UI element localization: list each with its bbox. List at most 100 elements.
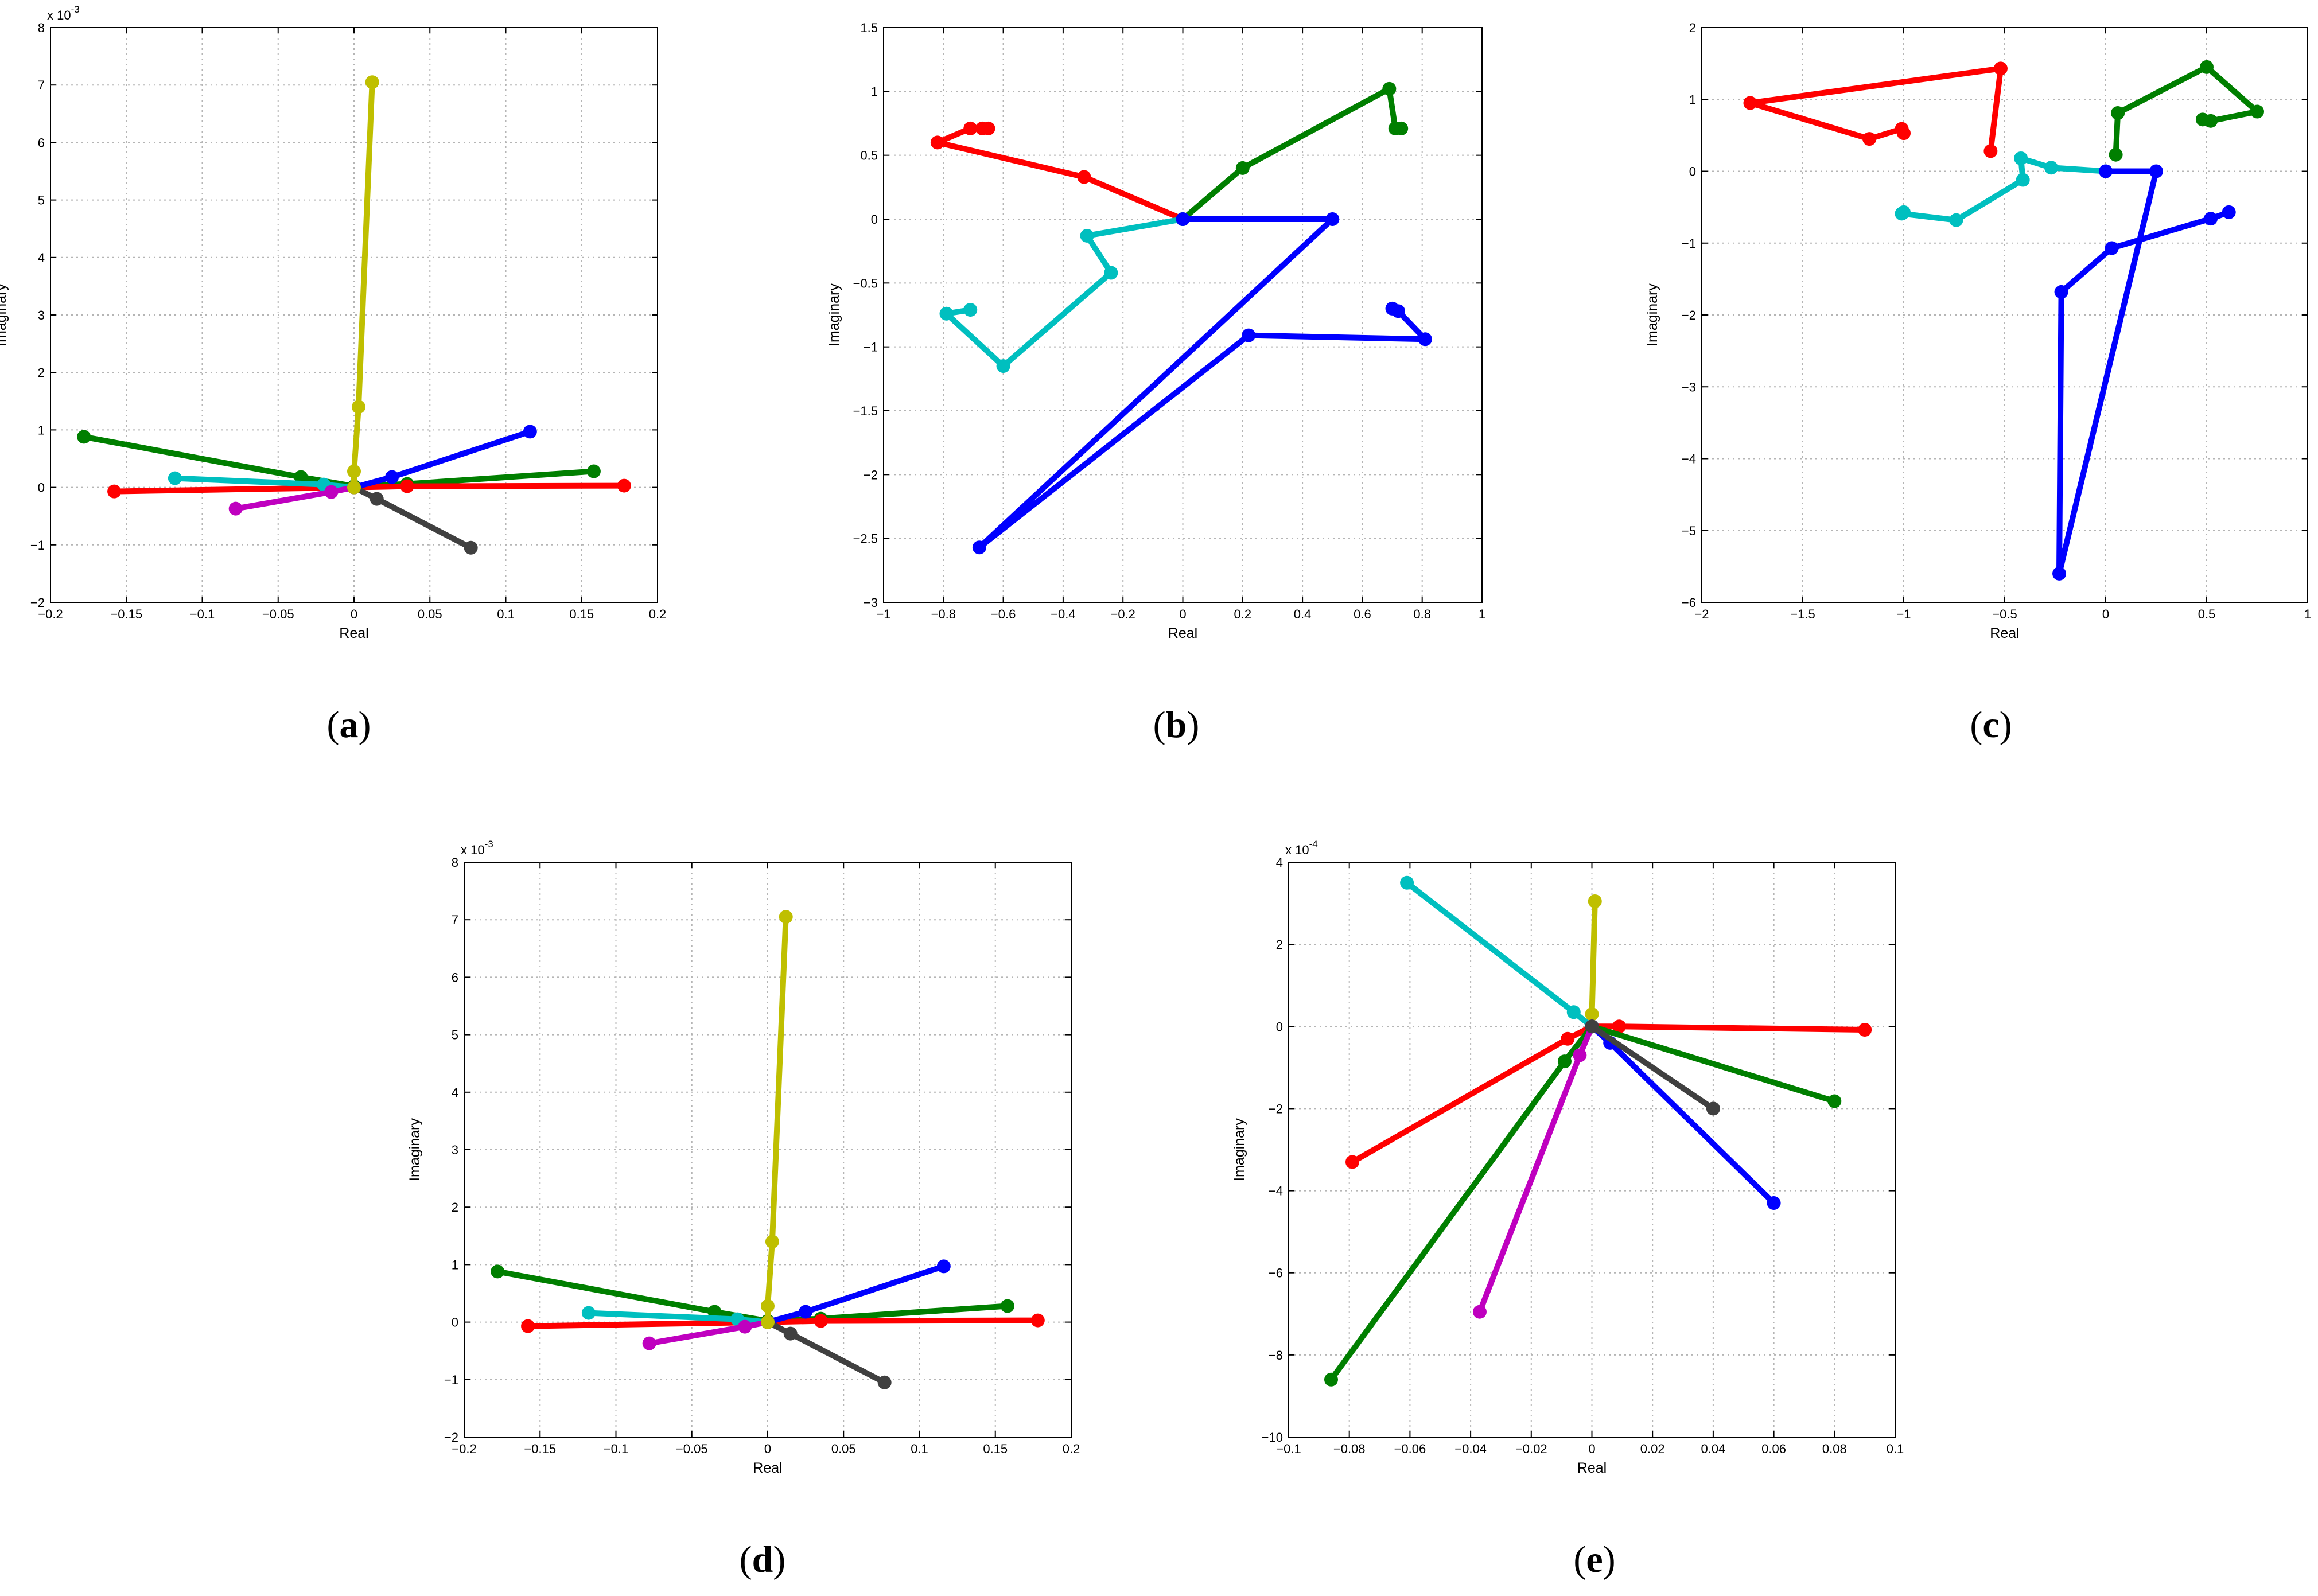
x-tick-label: 0.02 <box>1640 1442 1665 1456</box>
plot-area <box>50 27 658 603</box>
y-tick-label: 2 <box>452 1200 458 1214</box>
data-point-cyan <box>939 306 954 321</box>
data-point-green <box>1000 1299 1014 1313</box>
data-point-cyan <box>1897 205 1911 219</box>
data-point-olive <box>761 1315 775 1329</box>
plot-area <box>464 862 1072 1438</box>
data-point-cyan <box>168 471 182 485</box>
data-point-green <box>2111 106 2125 120</box>
series-line-darkgray <box>1589 1023 1716 1112</box>
y-tick-label: 7 <box>452 913 458 927</box>
data-point-red <box>107 484 122 499</box>
data-point-green <box>1557 1054 1572 1069</box>
data-point-red <box>1612 1019 1627 1034</box>
panel-c: −2 −1.5 −1 −0.5 0 0.5 1 −6 −5 −4 −3 −2 −1 0 1 2 Real Imag… <box>1644 21 2311 746</box>
panel-caption: (d) <box>740 1539 786 1581</box>
x-axis-label: Real <box>1577 1460 1607 1476</box>
y-tick-label: 0 <box>871 212 878 227</box>
y-tick-label: 4 <box>1276 855 1283 870</box>
data-point-red <box>1077 170 1091 184</box>
y-tick-label: −3 <box>1682 380 1696 394</box>
x-axis-label: Real <box>753 1460 782 1476</box>
y-tick-label: 5 <box>452 1028 458 1042</box>
y-tick-label: −2 <box>1682 308 1696 322</box>
data-point-green <box>1382 81 1397 96</box>
x-tick-label: −0.1 <box>1276 1442 1301 1456</box>
data-point-blue <box>1767 1196 1781 1210</box>
x-tick-label: −2 <box>1694 607 1709 621</box>
data-point-blue <box>2105 241 2119 255</box>
x-tick-label: 0.15 <box>569 607 594 621</box>
y-tick-label: 6 <box>38 135 45 150</box>
data-point-blue <box>936 1259 951 1274</box>
y-tick-label: −4 <box>1682 452 1696 466</box>
panel-e: −0.1 −0.08 −0.06 −0.04 −0.02 0 0.02 0.04 0.06 0.0… <box>1231 839 1904 1581</box>
x-tick-label: −0.4 <box>1051 607 1075 621</box>
y-tick-label: 1 <box>1689 92 1696 107</box>
x-tick-label: 0.08 <box>1822 1442 1847 1456</box>
y-tick-label: 1.5 <box>860 21 878 35</box>
x-tick-label: 0.2 <box>1234 607 1252 621</box>
data-point-green <box>2109 147 2123 162</box>
data-point-green <box>294 470 308 484</box>
x-tick-label: −0.5 <box>1992 607 2017 621</box>
data-point-olive <box>347 480 361 495</box>
data-point-red <box>814 1314 828 1328</box>
x-tick-label: −0.2 <box>38 607 63 621</box>
data-point-green <box>77 430 91 444</box>
x-tick-label: −0.05 <box>676 1442 708 1456</box>
data-point-cyan <box>1104 266 1118 280</box>
x-tick-label: 0.04 <box>1701 1442 1725 1456</box>
y-tick-label: −1 <box>30 538 45 552</box>
y-tick-label: −1 <box>444 1373 458 1387</box>
data-point-green <box>1235 161 1250 175</box>
y-tick-label: 0 <box>452 1315 458 1330</box>
data-point-red <box>1862 132 1877 146</box>
data-point-darkgray <box>1706 1101 1720 1116</box>
panel-caption: (e) <box>1573 1539 1615 1581</box>
data-point-green <box>707 1305 722 1319</box>
data-point-blue <box>1385 301 1399 316</box>
y-tick-label: 0 <box>1276 1019 1283 1034</box>
data-point-blue <box>2204 212 2218 226</box>
y-axis-label: Imaginary <box>0 283 9 347</box>
data-point-blue <box>2054 285 2068 299</box>
data-point-darkgray <box>783 1326 798 1341</box>
x-tick-label: 0 <box>764 1442 771 1456</box>
data-point-cyan <box>1566 1005 1581 1019</box>
y-axis-label: Imaginary <box>826 283 842 347</box>
data-point-blue <box>1242 328 1256 342</box>
data-point-olive <box>1588 894 1602 908</box>
y-tick-label: −3 <box>864 595 878 610</box>
axis-exponent-label: x 10-3 <box>47 4 80 22</box>
y-tick-label: 1 <box>871 84 878 99</box>
x-axis-label: Real <box>339 625 368 641</box>
x-tick-label: −0.08 <box>1333 1442 1366 1456</box>
data-point-green <box>586 464 601 478</box>
data-point-red <box>1858 1023 1872 1037</box>
y-tick-label: −1 <box>864 340 878 355</box>
x-tick-label: 0 <box>1179 607 1186 621</box>
x-tick-label: 1 <box>2304 607 2311 621</box>
x-tick-label: 0.06 <box>1761 1442 1786 1456</box>
data-point-green <box>491 1264 505 1279</box>
y-tick-label: −1 <box>1682 236 1696 251</box>
data-point-green <box>1827 1094 1842 1108</box>
x-tick-label: −0.05 <box>262 607 294 621</box>
y-tick-label: −6 <box>1682 595 1696 610</box>
y-tick-label: −2 <box>444 1430 458 1445</box>
y-tick-label: −5 <box>1682 524 1696 538</box>
data-point-magenta <box>1472 1305 1487 1319</box>
data-point-cyan <box>1400 875 1414 890</box>
data-point-red <box>930 135 944 150</box>
data-point-red <box>1983 144 1998 158</box>
data-point-blue <box>2149 164 2163 178</box>
data-point-cyan <box>2014 151 2028 165</box>
data-point-red <box>1345 1155 1359 1169</box>
x-tick-label: −0.6 <box>991 607 1016 621</box>
x-tick-label: 0 <box>351 607 357 621</box>
data-point-cyan <box>2016 173 2030 187</box>
data-point-darkgray <box>370 492 384 506</box>
panel-caption: (b) <box>1153 704 1200 746</box>
